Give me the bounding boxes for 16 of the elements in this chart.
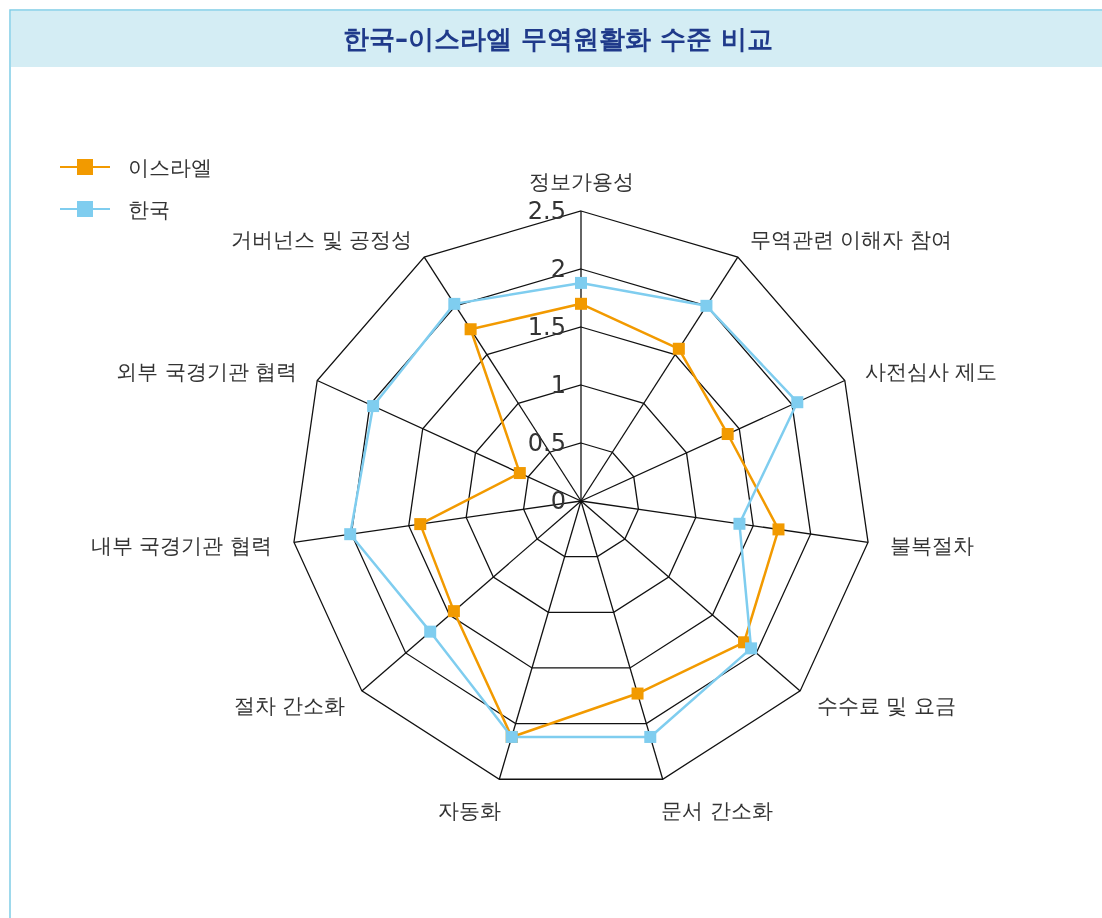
spoke-label: 자동화	[438, 799, 502, 824]
spoke-label: 사전심사 제도	[864, 360, 998, 385]
spoke-label: 거버넌스 및 공정성	[230, 227, 413, 252]
spoke-label: 절차 간소화	[233, 694, 346, 719]
y-tick-label: 2.5	[527, 197, 566, 225]
spoke-label: 무역관련 이해자 참여	[749, 227, 953, 252]
spoke-label: 내부 국경기관 협력	[90, 534, 273, 559]
spoke-label: 문서 간소화	[660, 799, 773, 824]
spoke-label: 수수료 및 요금	[816, 694, 957, 719]
spoke-label: 불복절차	[889, 534, 974, 559]
spoke-label: 외부 국경기관 협력	[115, 360, 298, 385]
legend-label: 한국	[128, 198, 170, 222]
chart-title: 한국–이스라엘 무역원활화 수준 비교	[342, 24, 774, 54]
y-tick-label: 1.5	[527, 313, 566, 341]
legend-label: 이스라엘	[128, 156, 212, 180]
spoke-label: 정보가용성	[528, 170, 634, 194]
